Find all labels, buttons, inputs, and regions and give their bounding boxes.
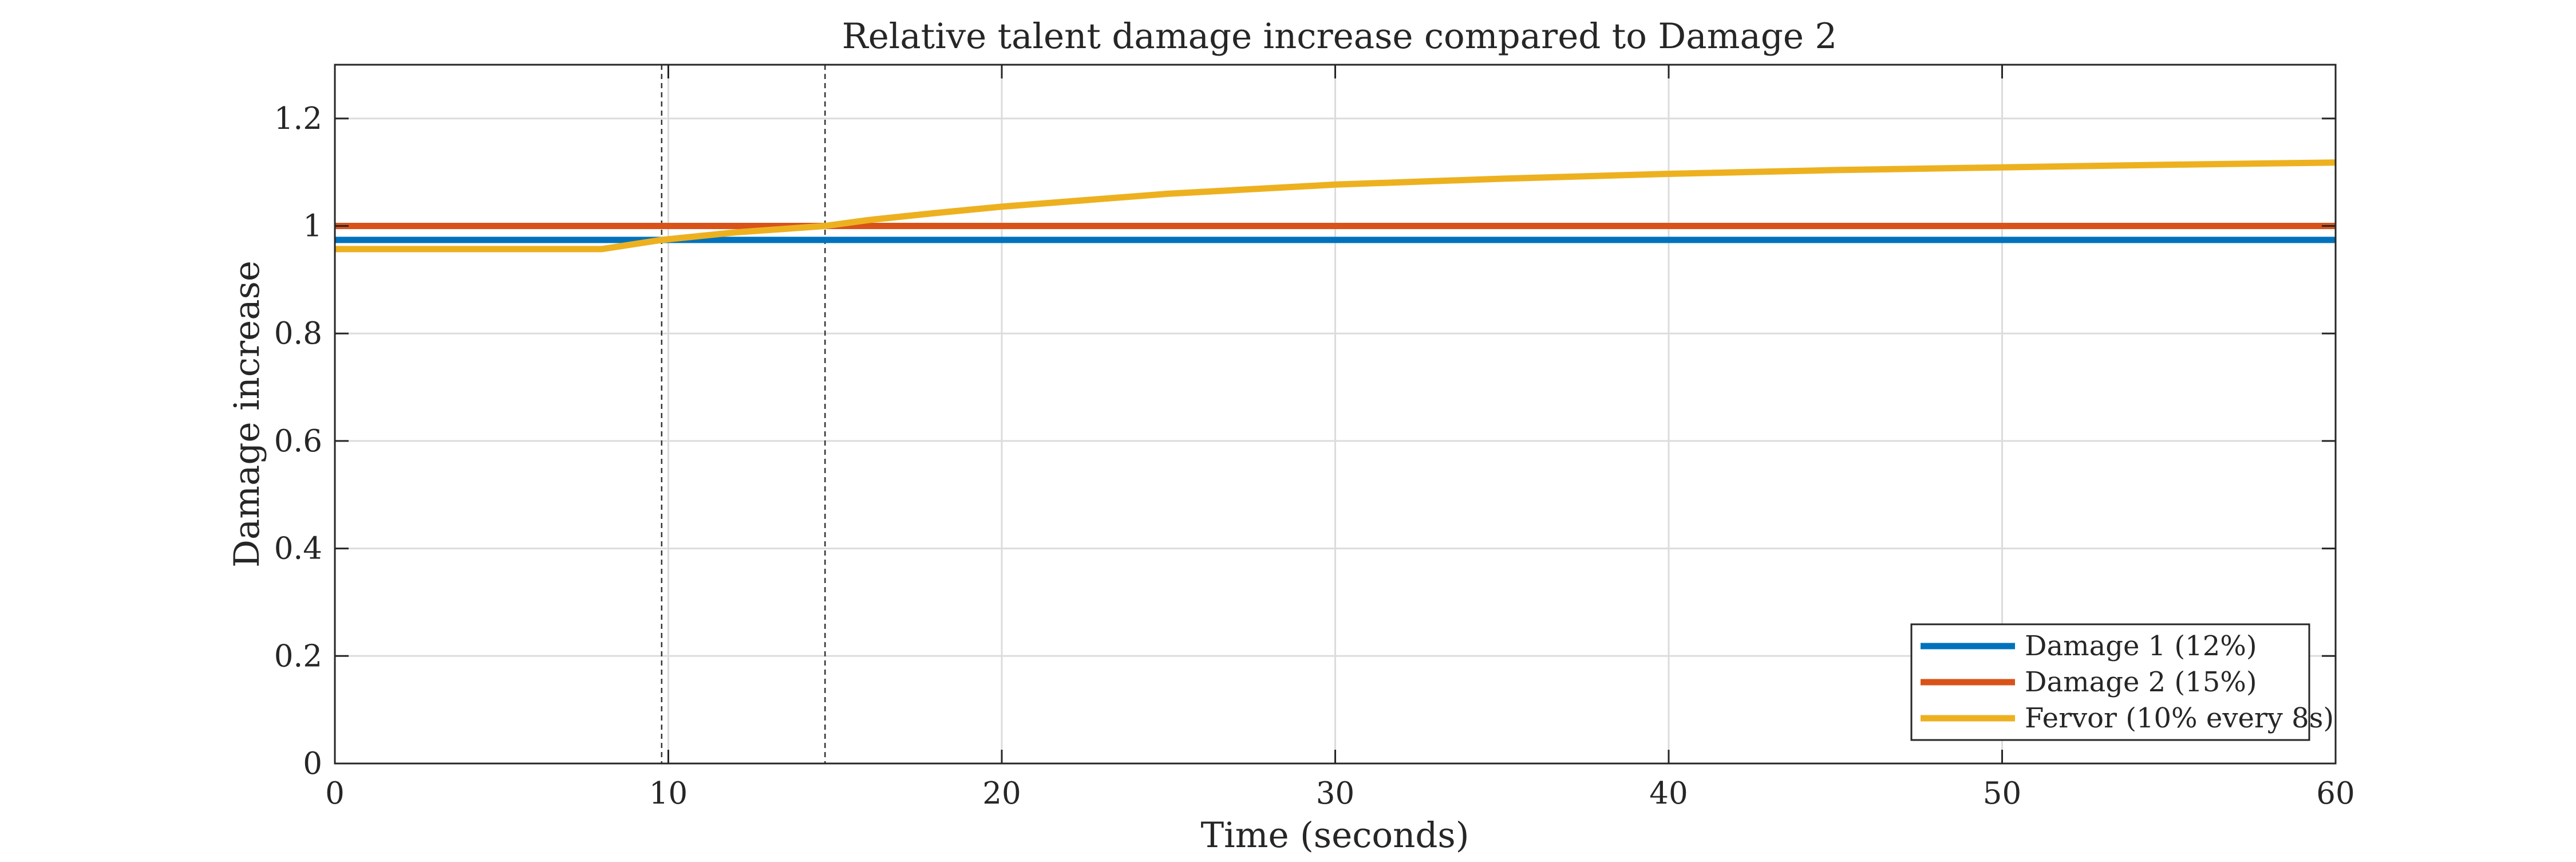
y-tick-label: 0.6	[274, 424, 322, 459]
x-tick-label: 40	[1649, 776, 1688, 811]
y-axis-title: Damage increase	[227, 261, 267, 568]
reference-lines	[661, 65, 826, 763]
y-tick-label: 0.4	[274, 532, 322, 566]
tick-layer	[334, 65, 2337, 765]
legend-label-1: Damage 1 (12%)	[2025, 630, 2257, 662]
x-tick-label: 50	[1983, 776, 2021, 811]
series-line-3	[335, 159, 2336, 253]
y-tick-label: 1	[303, 209, 322, 244]
legend-items: Damage 1 (12%) Damage 2 (15%) Fervor (10% …	[1921, 630, 2334, 734]
legend-label-3: Fervor (10% every 8s)	[2025, 702, 2334, 734]
y-tick-label: 0	[303, 746, 322, 781]
x-tick-label: 30	[1316, 776, 1354, 811]
x-tick-label: 10	[649, 776, 688, 811]
y-tick-labels: 0 0.2 0.4 0.6 0.8 1 1.2	[274, 101, 322, 781]
chart-title: Relative talent damage increase compared…	[842, 16, 1837, 57]
series-layer	[335, 159, 2336, 253]
x-tick-label: 60	[2316, 776, 2354, 811]
y-tick-label: 0.2	[274, 639, 322, 674]
x-tick-label: 0	[325, 776, 345, 811]
x-tick-label: 20	[982, 776, 1021, 811]
x-tick-labels: 0 10 20 30 40 50 60	[325, 776, 2355, 811]
y-tick-label: 0.8	[274, 316, 322, 351]
legend-label-2: Damage 2 (15%)	[2025, 666, 2257, 698]
y-tick-label: 1.2	[274, 101, 322, 136]
x-axis-title: Time (seconds)	[1200, 815, 1469, 856]
legend: Damage 1 (12%) Damage 2 (15%) Fervor (10% …	[1910, 623, 2334, 741]
